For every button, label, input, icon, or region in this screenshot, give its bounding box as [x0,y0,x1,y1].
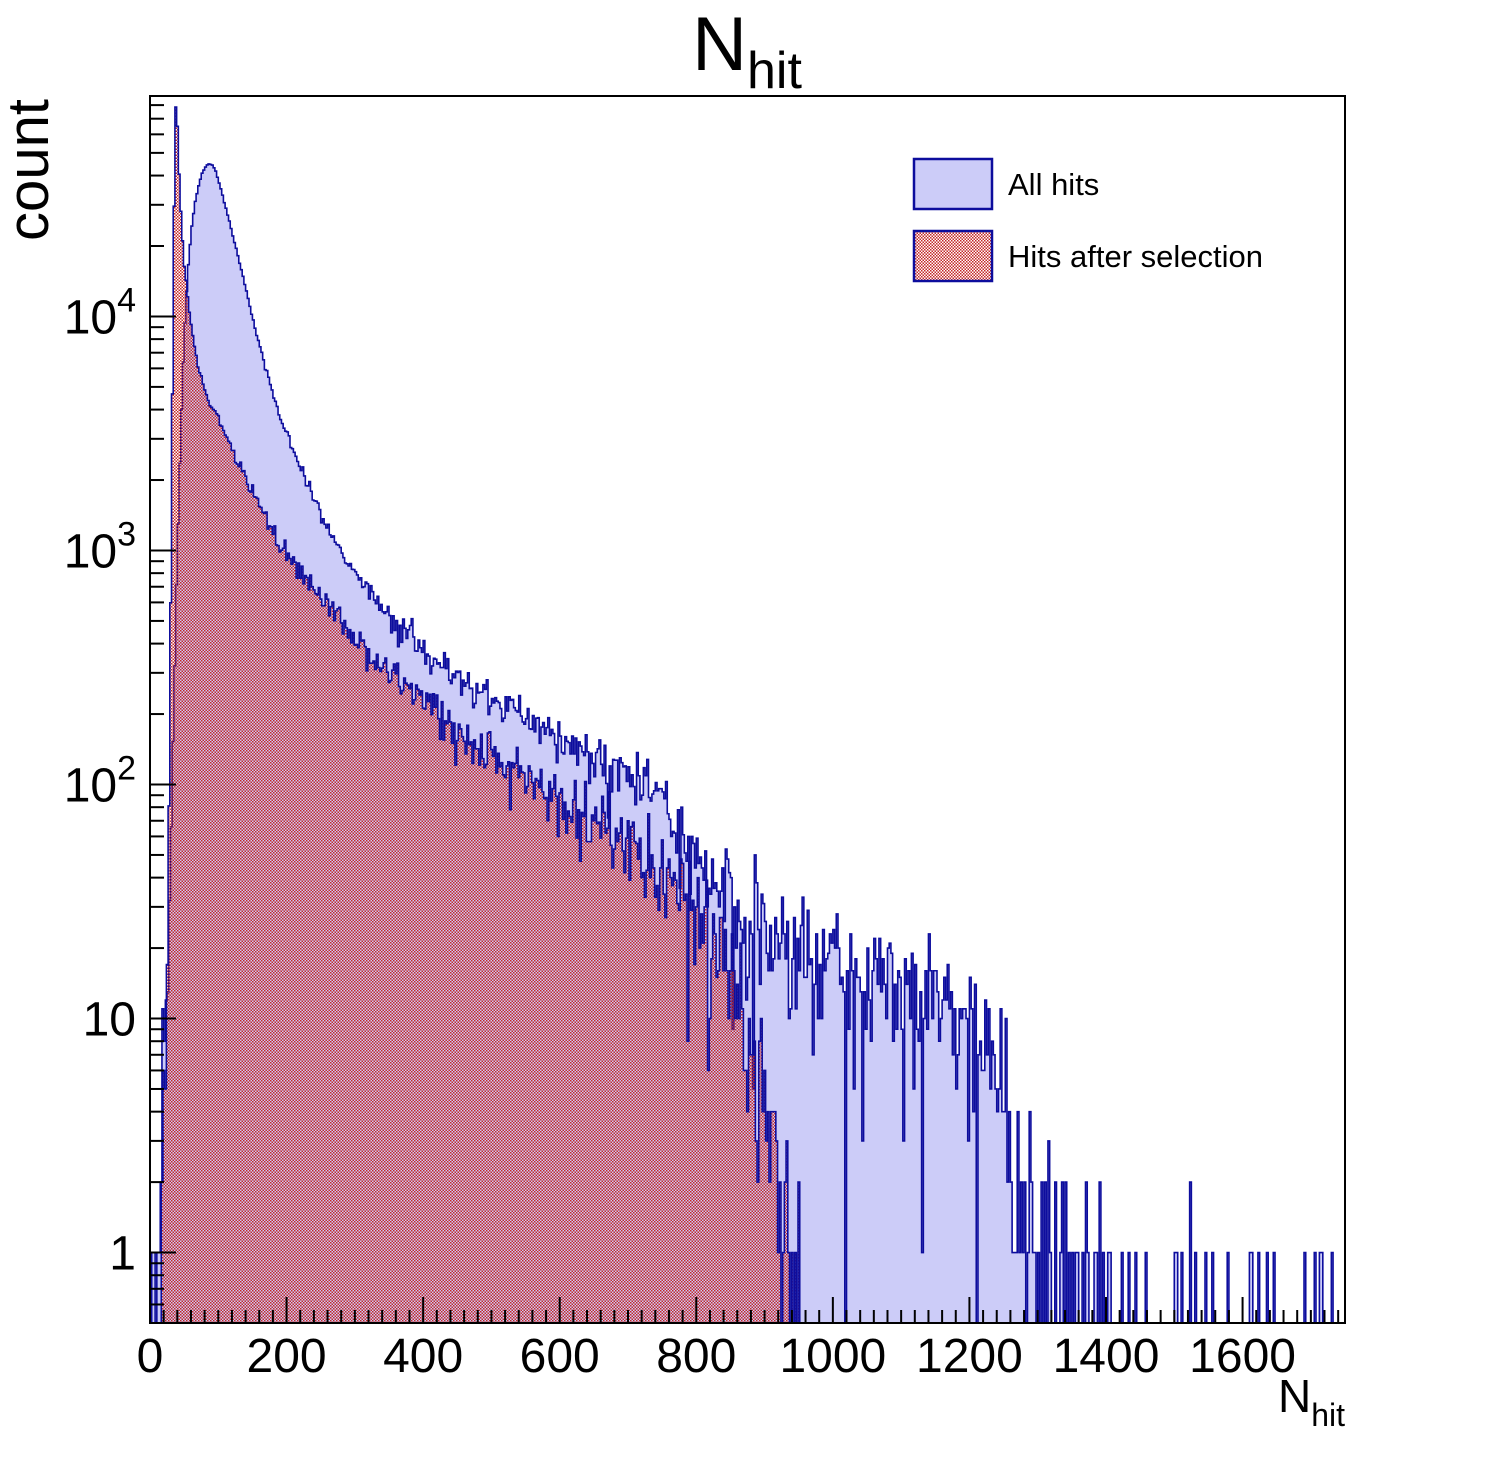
chart-title-main: N [692,2,747,87]
x-tick-label-600: 600 [520,1330,600,1383]
series-hits-after-selection [159,106,803,1324]
x-tick-label-1400: 1400 [1053,1330,1160,1383]
legend-swatch-all-hits [912,157,994,211]
plot-frame [149,95,1346,1324]
x-axis-tick-labels: 0 200 400 600 800 1000 1200 1400 1600 [137,1330,1296,1383]
legend-label-hits-after-selection: Hits after selection [1008,239,1263,274]
x-tick-label-200: 200 [247,1330,327,1383]
legend: All hits Hits after selection [912,157,1263,283]
axis-ticks [149,104,1340,1324]
x-axis-label-subscript: hit [1311,1397,1345,1433]
y-tick-label-10000: 104 [64,281,136,344]
y-tick-label-100: 102 [64,750,136,813]
y-axis-label: count [0,99,61,241]
chart-title: Nhit [692,2,802,100]
legend-label-all-hits: All hits [1008,167,1099,202]
x-tick-label-800: 800 [656,1330,736,1383]
legend-swatch-hits-after-selection [912,229,994,283]
y-tick-label-1000: 103 [64,515,136,578]
x-tick-label-1200: 1200 [916,1330,1023,1383]
x-tick-label-1600: 1600 [1189,1330,1296,1383]
x-tick-label-1000: 1000 [779,1330,886,1383]
y-tick-label-1: 1 [109,1228,136,1281]
x-axis-label-main: N [1278,1370,1311,1422]
x-tick-label-0: 0 [137,1330,164,1383]
x-axis-label: Nhit [1278,1370,1345,1433]
y-axis-tick-labels: 1 10 102 103 104 [64,281,136,1280]
y-tick-label-10: 10 [83,994,136,1047]
chart-title-subscript: hit [747,42,802,100]
x-tick-label-400: 400 [383,1330,463,1383]
